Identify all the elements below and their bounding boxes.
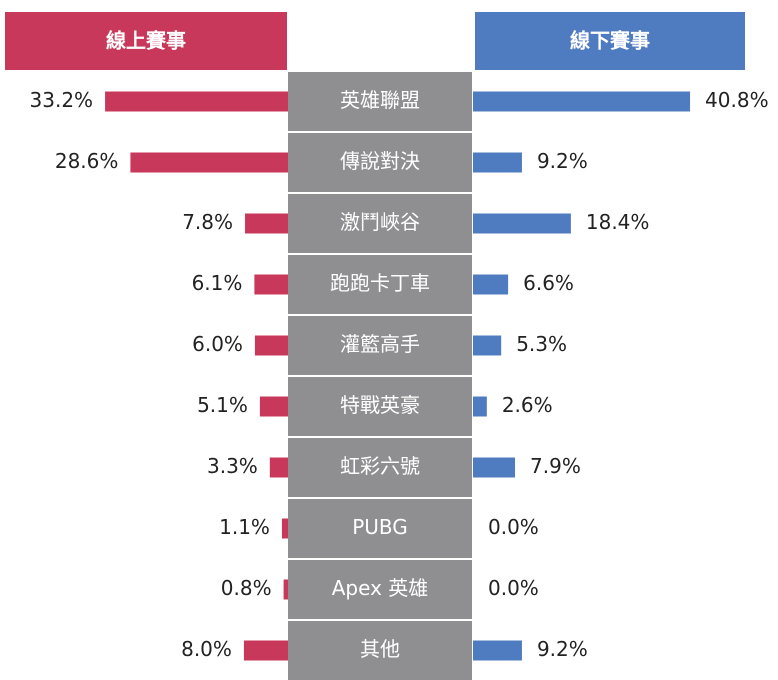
value-label: 8.0%: [181, 637, 232, 661]
value-label: 5.1%: [197, 393, 248, 417]
bar: [243, 640, 288, 661]
bar: [269, 457, 288, 478]
legend-swatch: [5, 12, 287, 70]
category-box: [288, 438, 472, 497]
value-label: 7.9%: [530, 454, 581, 478]
value-label: 3.3%: [207, 454, 258, 478]
category-label: 激鬥峽谷: [340, 210, 420, 234]
value-label: 5.3%: [516, 332, 567, 356]
category-label: 虹彩六號: [340, 454, 420, 478]
bar: [473, 274, 509, 295]
category-box: [288, 255, 472, 314]
category-label: 跑跑卡丁車: [330, 271, 430, 295]
value-label: 28.6%: [55, 149, 119, 173]
legend-swatch: [475, 12, 745, 70]
value-label: 40.8%: [705, 88, 769, 112]
category-box: [288, 499, 472, 558]
value-label: 33.2%: [30, 88, 94, 112]
legend-label: 線上賽事: [106, 29, 186, 53]
category-label: 灌籃高手: [340, 332, 420, 356]
bar: [130, 152, 288, 173]
value-label: 9.2%: [537, 149, 588, 173]
bar: [245, 213, 288, 234]
category-box: [288, 377, 472, 436]
category-box: [288, 316, 472, 375]
bar: [281, 518, 288, 539]
bar: [473, 335, 502, 356]
category-label: 特戰英豪: [340, 393, 420, 417]
category-label: PUBG: [352, 515, 408, 539]
category-label: Apex 英雄: [332, 576, 429, 600]
legend-label: 線下賽事: [570, 29, 650, 53]
category-box: [288, 560, 472, 619]
bar: [473, 396, 487, 417]
value-label: 0.8%: [221, 576, 272, 600]
category-label: 英雄聯盟: [340, 88, 420, 112]
category-box: [288, 621, 472, 680]
bar: [254, 335, 288, 356]
bar: [283, 579, 288, 600]
bar: [254, 274, 288, 295]
value-label: 6.1%: [192, 271, 243, 295]
value-label: 6.6%: [523, 271, 574, 295]
category-box: [288, 194, 472, 253]
bar: [259, 396, 288, 417]
value-label: 1.1%: [219, 515, 270, 539]
value-label: 0.0%: [488, 515, 539, 539]
value-label: 2.6%: [502, 393, 553, 417]
value-label: 7.8%: [182, 210, 233, 234]
value-label: 6.0%: [192, 332, 243, 356]
value-label: 0.0%: [488, 576, 539, 600]
bar: [473, 213, 571, 234]
bar: [473, 457, 516, 478]
value-label: 18.4%: [586, 210, 650, 234]
bar: [473, 152, 522, 173]
category-box: [288, 133, 472, 192]
bar: [473, 640, 522, 661]
bar: [105, 91, 289, 112]
category-box: [288, 72, 472, 131]
value-label: 9.2%: [537, 637, 588, 661]
category-label: 傳說對決: [340, 149, 420, 173]
category-label: 其他: [360, 637, 400, 661]
bar: [473, 91, 691, 112]
